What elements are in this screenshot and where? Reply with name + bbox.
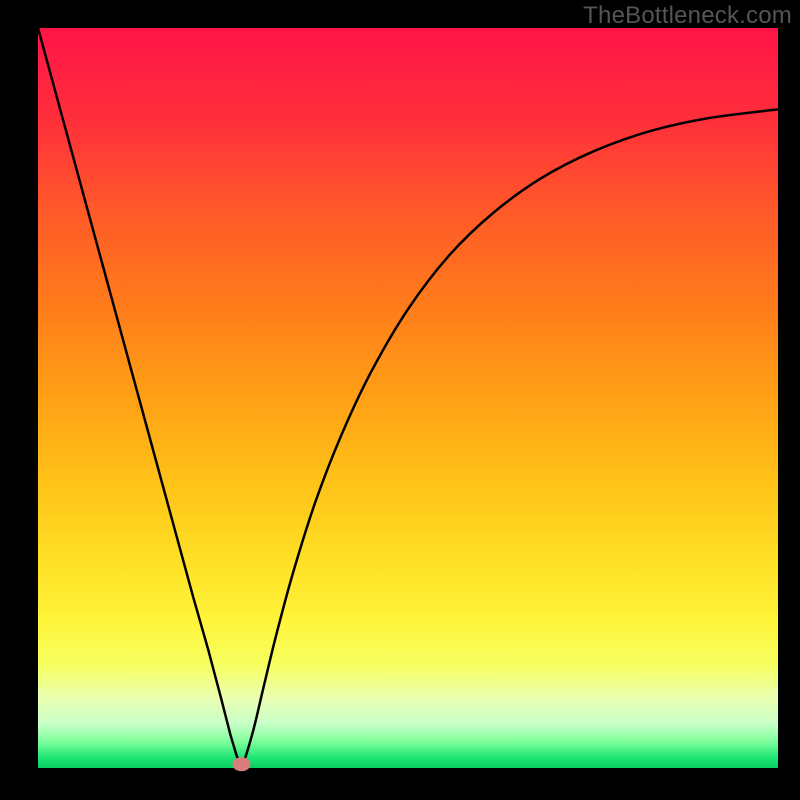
plot-background — [38, 28, 778, 768]
bottleneck-chart: TheBottleneck.com — [0, 0, 800, 800]
min-marker — [233, 757, 251, 771]
watermark-text: TheBottleneck.com — [583, 2, 792, 30]
chart-svg — [0, 0, 800, 800]
